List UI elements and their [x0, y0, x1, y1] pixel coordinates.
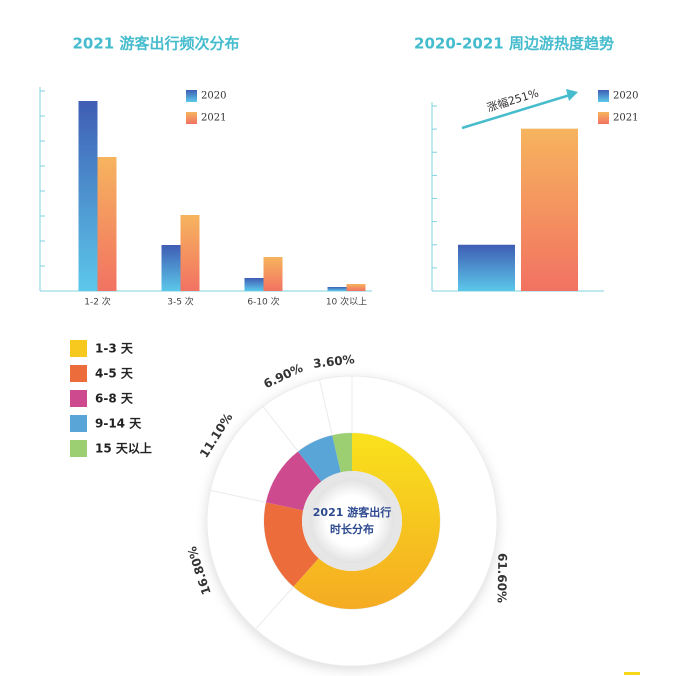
x-tick-label: 10 次以上 — [326, 296, 367, 308]
value-label: 61.60% — [495, 553, 510, 603]
legend-label: 2020 — [613, 91, 638, 102]
legend-label: 9-14 天 — [95, 417, 142, 431]
bar — [521, 128, 578, 291]
bar — [180, 215, 200, 291]
chart-title: 2020-2021 周边游热度趋势 — [414, 35, 614, 53]
pie-slice — [293, 433, 440, 609]
trend-arrow — [461, 93, 571, 130]
legend-swatch — [598, 90, 609, 102]
legend-label: 6-8 天 — [95, 392, 134, 406]
bar — [97, 157, 117, 291]
legend-label: 2020 — [201, 91, 226, 102]
annotation: 涨幅251% — [485, 86, 540, 114]
legend-label: 2021 — [613, 113, 638, 124]
bar — [346, 284, 366, 291]
value-label: 16.80% — [185, 545, 214, 597]
center-title: 2021 游客出行 — [313, 505, 391, 519]
legend-swatch — [70, 365, 87, 382]
center — [310, 479, 394, 563]
legend-swatch — [598, 112, 609, 124]
bar — [458, 244, 515, 291]
bar — [244, 278, 264, 291]
legend-label: 1-3 天 — [95, 342, 134, 356]
x-tick-label: 6-10 次 — [247, 296, 279, 308]
x-tick-label: 3-5 次 — [167, 296, 194, 308]
legend-swatch — [70, 415, 87, 432]
center-title: 时长分布 — [330, 522, 374, 536]
legend-swatch — [186, 112, 197, 124]
legend-swatch — [70, 340, 87, 357]
legend-swatch — [186, 90, 197, 102]
bar — [263, 257, 283, 291]
bar — [327, 287, 347, 291]
legend-label: 4-5 天 — [95, 367, 134, 381]
x-tick-label: 1-2 次 — [84, 296, 111, 308]
chart-title: 2021 游客出行频次分布 — [73, 35, 240, 53]
bar — [161, 245, 181, 291]
legend-label: 15 天以上 — [95, 441, 152, 456]
legend-label: 2021 — [201, 113, 226, 124]
bar — [78, 101, 98, 291]
corner-accent — [624, 672, 640, 675]
legend-swatch — [70, 390, 87, 407]
arrow-head — [566, 89, 578, 101]
value-label: 3.60% — [312, 352, 355, 371]
legend-swatch — [70, 440, 87, 457]
pie-slice — [332, 433, 352, 473]
pie-slice — [264, 502, 319, 587]
pie-slice — [266, 451, 322, 511]
pie-slice — [298, 435, 341, 482]
